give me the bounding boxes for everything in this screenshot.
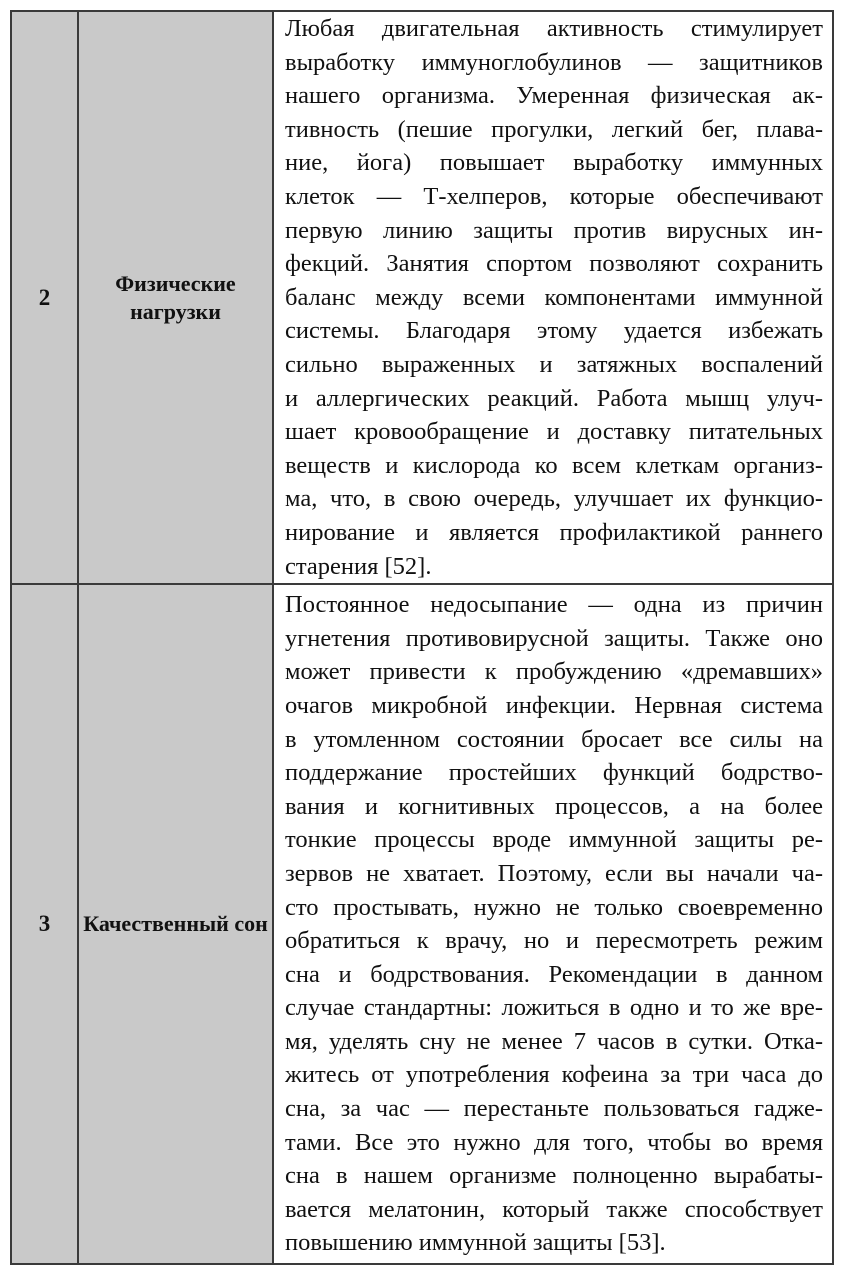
text-line: тами. Все это нужно для того, чтобы во в…	[285, 1128, 823, 1156]
text-line: Любая двигательная активность стимулируе…	[285, 15, 823, 42]
text-line: нирование и является профилактикой ранне…	[285, 518, 823, 546]
text-line: и аллергических реакций. Работа мышц улу…	[285, 384, 823, 412]
text-line: житесь от употребления кофеина за три ча…	[285, 1061, 823, 1089]
text-line: Постоянное недосыпание — одна из причин	[285, 591, 823, 619]
text-line: зервов не хватает. Поэтому, если вы нача…	[285, 859, 823, 887]
text-line: шает кровообращение и доставку питательн…	[285, 418, 823, 446]
text-line: ма, что, в свою очередь, улучшает их фун…	[285, 485, 823, 513]
text-line: сна, за час — перестаньте пользоваться г…	[285, 1095, 823, 1123]
table-row: 2 Физические нагрузки Любая двигательная…	[10, 9, 834, 586]
row-number: 2	[10, 9, 79, 586]
factor-name: Качественный сон	[77, 583, 274, 1265]
text-line: угнетения противовирусной защиты. Также …	[285, 624, 823, 652]
text-line: нашего организма. Умеренная физическая а…	[285, 82, 823, 110]
text-line: фекций. Занятия спортом позволяют сохран…	[285, 250, 823, 278]
text-line: случае стандартны: ложиться в одно и то …	[285, 994, 823, 1022]
text-line: сильно выраженных и затяжных воспалений	[285, 350, 823, 378]
text-line: сна в нашем организме полноценно вырабат…	[285, 1162, 823, 1190]
text-line: вания и когнитивных процессов, а на боле…	[285, 792, 823, 820]
text-line: системы. Благодаря этому удается избежат…	[285, 317, 823, 345]
factor-description: Любая двигательная активность стимулируе…	[272, 9, 834, 586]
text-line: повышению иммунной защиты [53].	[285, 1229, 666, 1257]
text-line: ние, йога) повышает выработку иммунных	[285, 149, 823, 177]
text-line: старения [52].	[285, 552, 432, 580]
text-line: поддержание простейших функций бодрство-	[285, 759, 823, 787]
text-line: мя, уделять сну не менее 7 часов в сутки…	[285, 1027, 823, 1055]
text-line: вается мелатонин, который также способст…	[285, 1195, 823, 1223]
text-line: первую линию защиты против вирусных ин-	[285, 216, 823, 244]
row-number: 3	[10, 583, 79, 1265]
factors-table: 2 Физические нагрузки Любая двигательная…	[10, 9, 834, 1265]
text-line: баланс между всеми компонентами иммунной	[285, 283, 823, 311]
table-row: 3 Качественный сон Постоянное недосыпани…	[10, 583, 834, 1265]
text-line: может привести к пробуждению «дремавших»	[285, 658, 823, 686]
text-line: выработку иммуноглобулинов — защитников	[285, 48, 823, 76]
text-line: тивность (пешие прогулки, легкий бег, пл…	[285, 115, 823, 143]
text-line: клеток — Т-хелперов, которые обеспечиваю…	[285, 182, 823, 210]
factor-description: Постоянное недосыпание — одна из причин у…	[272, 583, 834, 1265]
text-line: сна и бодрствования. Рекомендации в данн…	[285, 960, 823, 988]
text-line: обратиться к врачу, но и пересмотреть ре…	[285, 927, 823, 955]
text-line: тонкие процессы вроде иммунной защиты ре…	[285, 826, 823, 854]
text-line: сто простывать, нужно не только своеврем…	[285, 893, 823, 921]
text-line: очагов микробной инфекции. Нервная систе…	[285, 691, 823, 719]
text-line: в утомленном состоянии бросает все силы …	[285, 725, 823, 753]
factor-name: Физические нагрузки	[77, 9, 274, 586]
text-line: веществ и кислорода ко всем клеткам орга…	[285, 451, 823, 479]
